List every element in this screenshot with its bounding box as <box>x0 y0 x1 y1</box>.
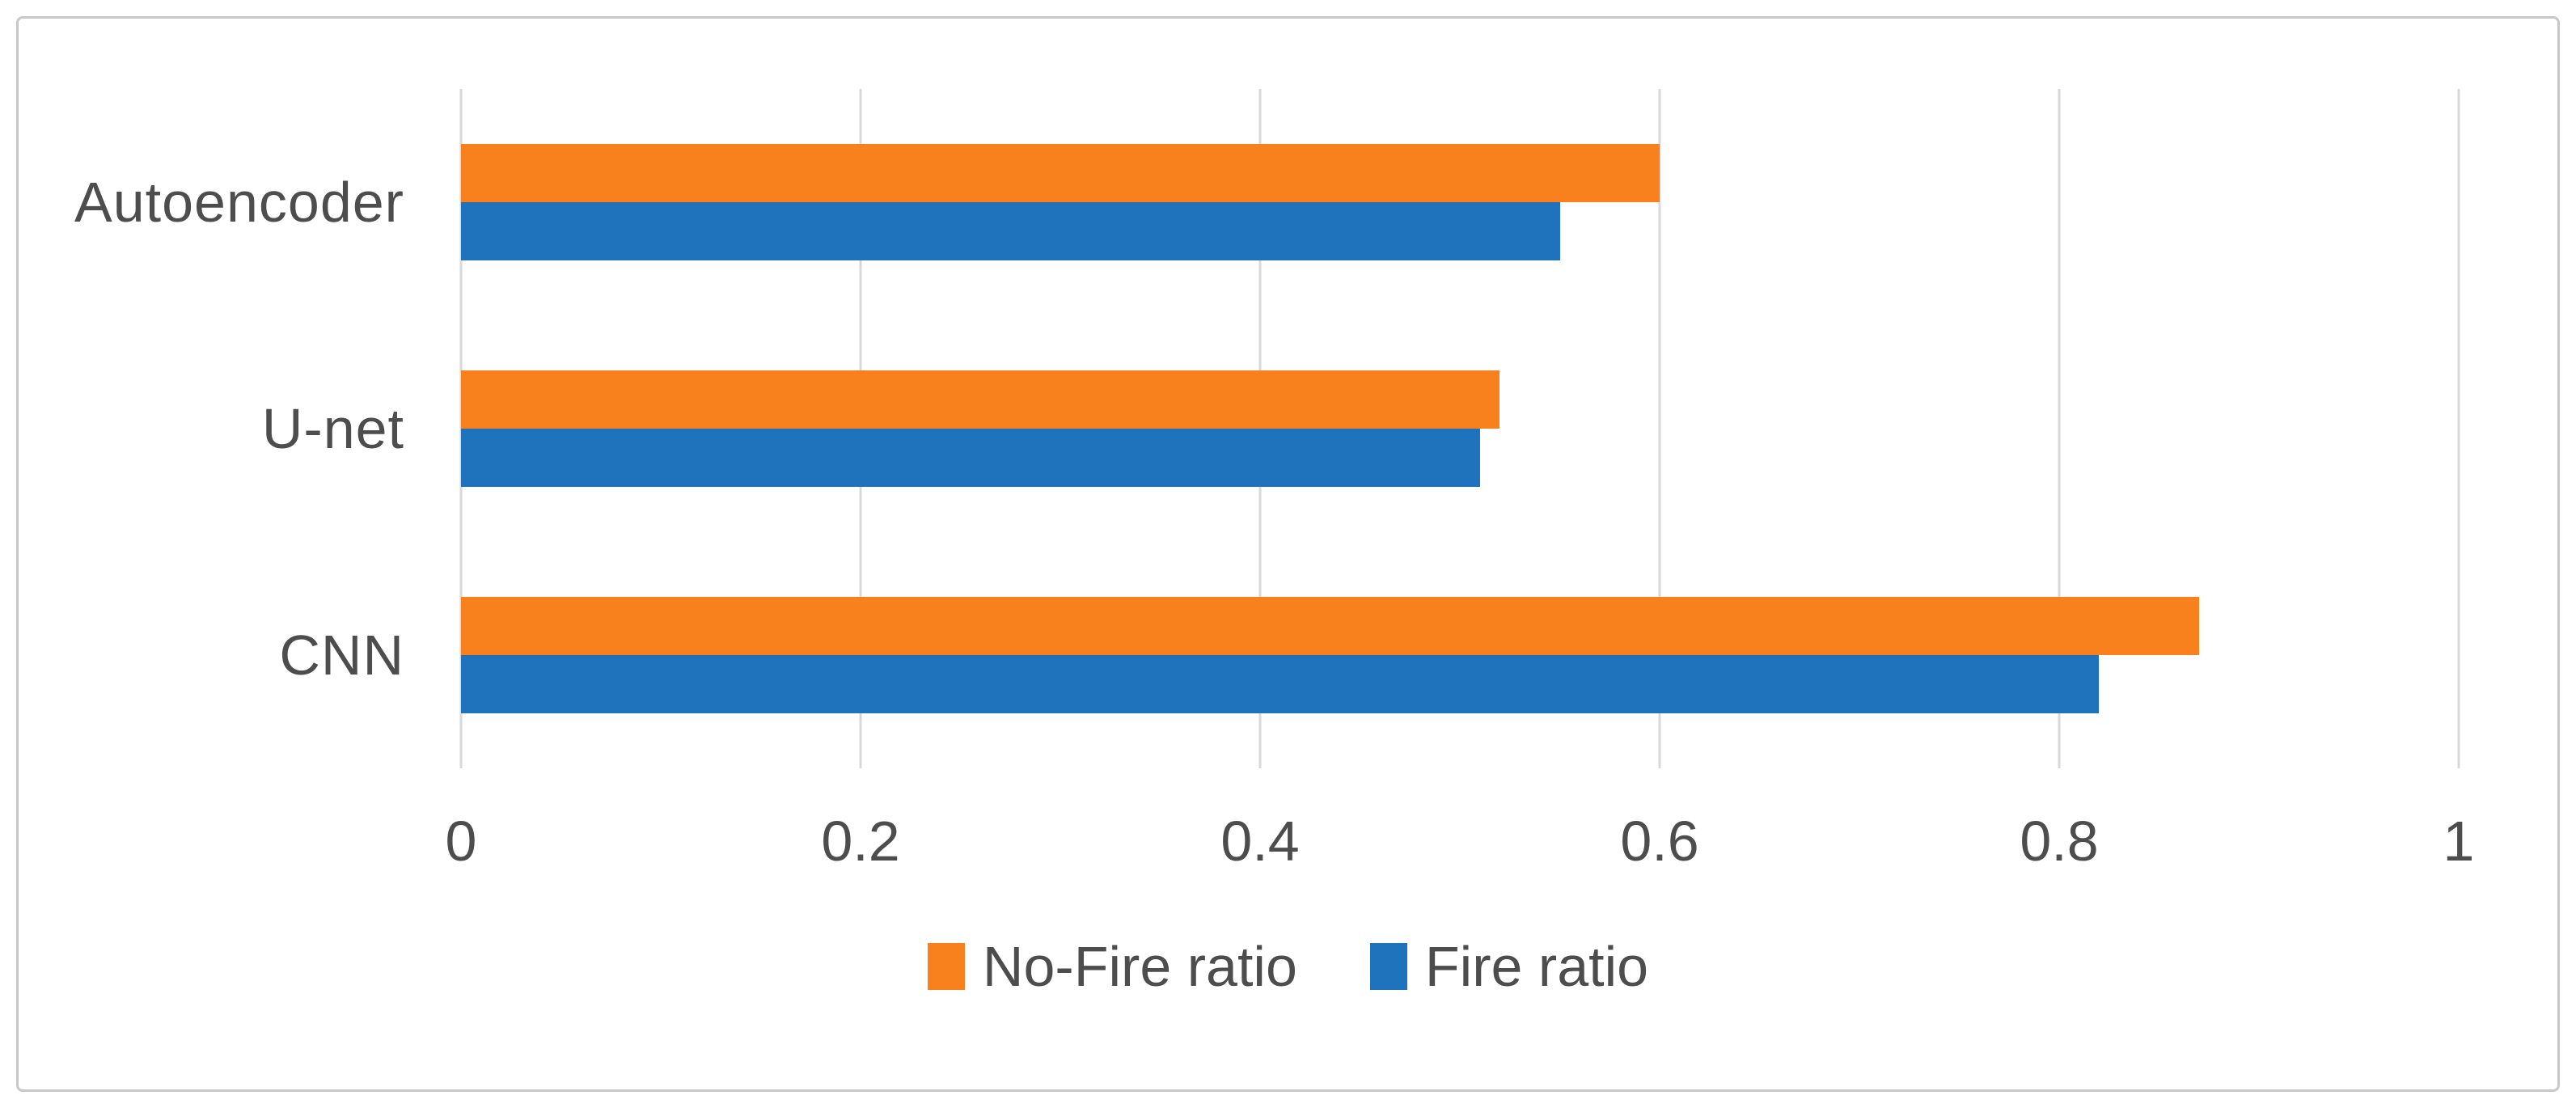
x-tick-label-0-6: 0.6 <box>1620 810 1699 873</box>
legend-label-fire-ratio: Fire ratio <box>1424 935 1649 998</box>
x-axis: 0 0.2 0.4 0.6 0.8 1 <box>446 809 2475 898</box>
category-label-autoencoder: Autoencoder <box>74 171 404 234</box>
x-tick-label-0-8: 0.8 <box>2020 810 2099 873</box>
chart-body: Autoencoder U-net CNN <box>0 89 2576 768</box>
legend-label-no-fire-ratio: No-Fire ratio <box>982 935 1297 998</box>
bar-fire-ratio-u-net <box>461 429 1480 487</box>
bar-group-u-net <box>461 315 2459 542</box>
category-label-u-net: U-net <box>261 397 404 460</box>
bar-fire-ratio-cnn <box>461 655 2100 713</box>
gridline-0-6 <box>1658 89 1661 768</box>
bar-no-fire-ratio-cnn <box>461 597 2199 655</box>
x-tick-label-0: 0 <box>445 810 477 873</box>
bar-group-cnn <box>461 542 2459 768</box>
bar-slots <box>461 89 2459 768</box>
category-labels: Autoencoder U-net CNN <box>0 89 404 768</box>
plot-area <box>459 89 2460 768</box>
gridline-0-8 <box>2058 89 2061 768</box>
x-tick-label-1: 1 <box>2443 810 2475 873</box>
legend-item-no-fire-ratio: No-Fire ratio <box>927 934 1297 999</box>
figure-border <box>16 16 2560 1092</box>
bar-fire-ratio-autoencoder <box>461 202 1560 260</box>
bar-no-fire-ratio-autoencoder <box>461 144 1660 202</box>
x-tick-label-0-4: 0.4 <box>1220 810 1300 873</box>
x-tick-label-0-2: 0.2 <box>821 810 900 873</box>
legend: No-Fire ratio Fire ratio <box>0 934 2576 999</box>
legend-swatch-fire-ratio <box>1369 943 1407 990</box>
category-label-cnn: CNN <box>279 624 404 687</box>
gridline-1 <box>2457 89 2460 768</box>
bar-no-fire-ratio-u-net <box>461 370 1500 429</box>
bar-group-autoencoder <box>461 89 2459 315</box>
legend-item-fire-ratio: Fire ratio <box>1369 934 1649 999</box>
legend-swatch-no-fire-ratio <box>927 943 965 990</box>
